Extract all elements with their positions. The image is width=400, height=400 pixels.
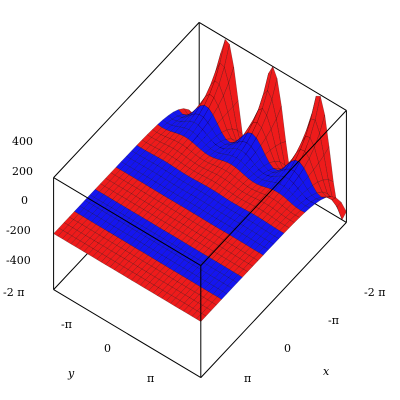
z-tick-label: 200 (12, 165, 33, 178)
surface-mesh (53, 38, 347, 322)
box-edge (200, 222, 347, 378)
y-axis: -2 π -π 0 π y (3, 286, 154, 385)
x-tick-label: -π (328, 314, 339, 327)
x-tick-label: π (244, 372, 251, 385)
x-tick-label: 0 (284, 342, 291, 355)
box-edge (53, 22, 200, 178)
z-tick-label: -400 (6, 254, 31, 267)
x-tick-label: -2 π (364, 286, 385, 299)
y-tick-label: π (147, 372, 154, 385)
box-edge (53, 289, 202, 379)
z-tick-label: -200 (6, 224, 31, 237)
y-tick-label: -2 π (3, 286, 24, 299)
bounding-box-front (53, 110, 347, 379)
x-axis-label: x (323, 365, 330, 378)
z-tick-label: 400 (12, 135, 33, 148)
z-tick-label: 0 (21, 194, 28, 207)
box-edge (53, 177, 202, 267)
y-axis-label: y (67, 367, 75, 380)
y-tick-label: 0 (104, 342, 111, 355)
x-axis: -2 π -π 0 π x (244, 286, 385, 385)
box-edge (200, 110, 347, 266)
y-tick-label: -π (61, 318, 72, 331)
z-axis: 400 200 0 -200 -400 (6, 135, 33, 267)
